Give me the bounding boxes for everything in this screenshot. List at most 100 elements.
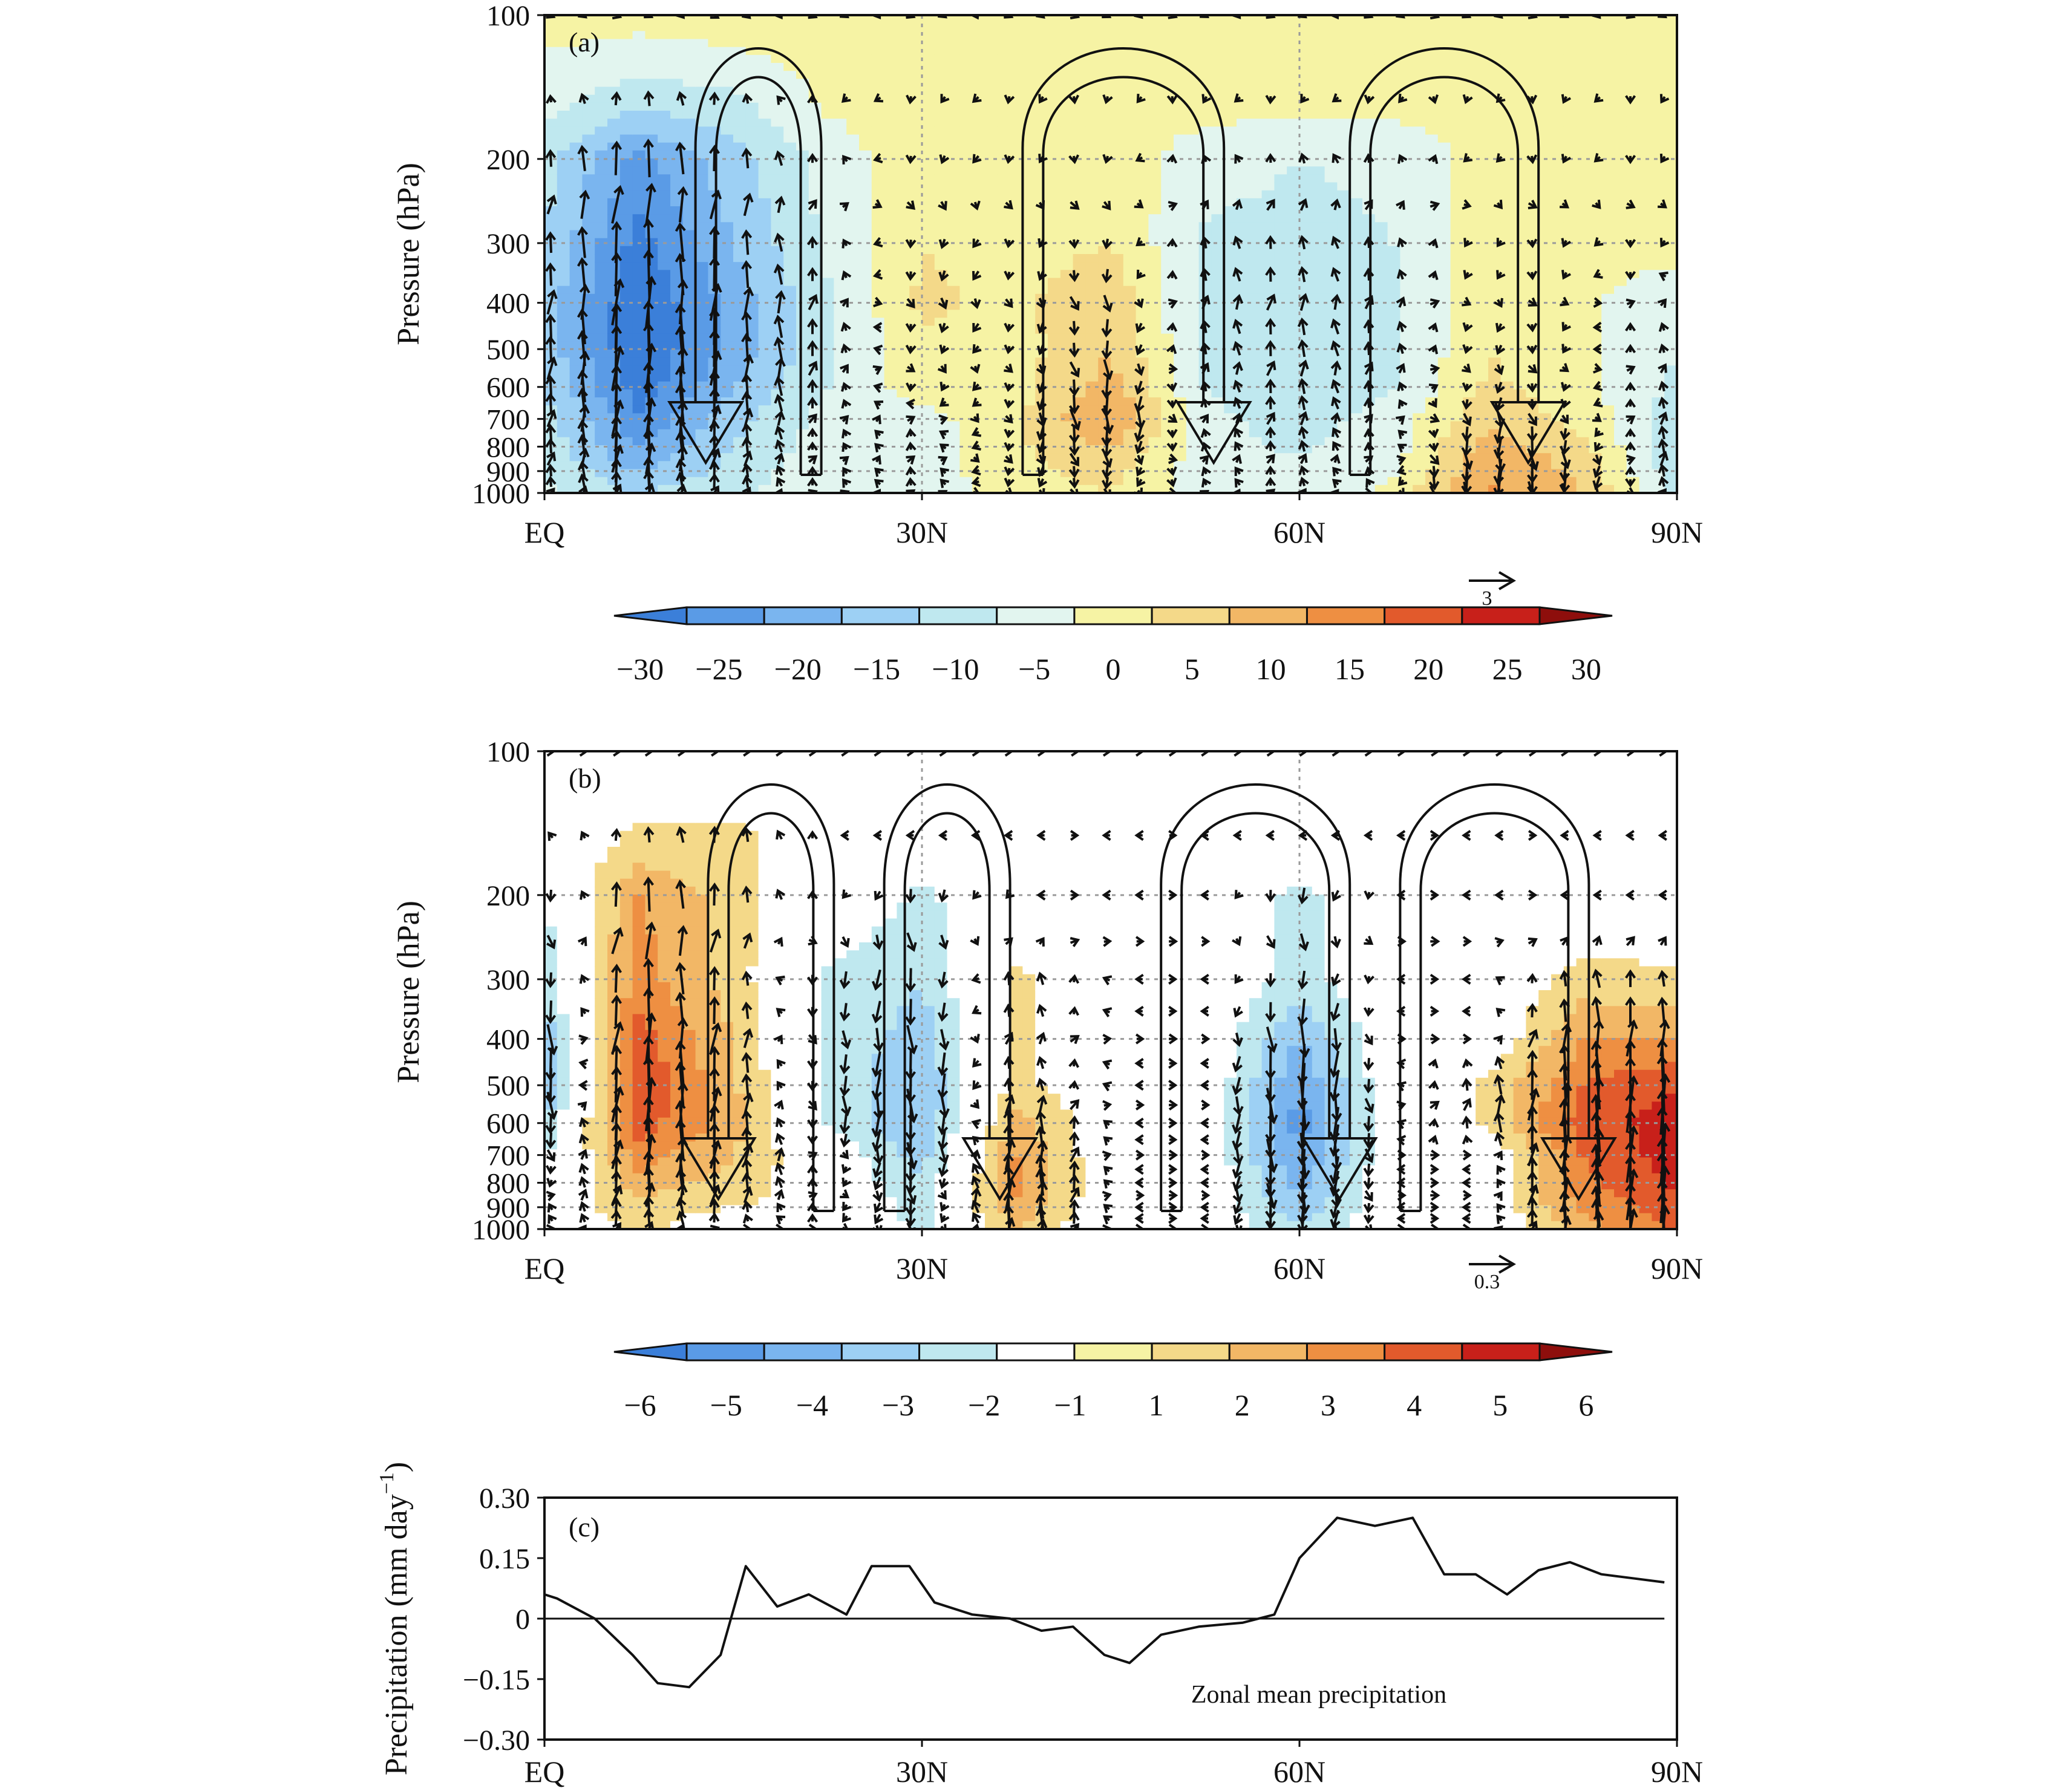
shading-cell (1237, 174, 1250, 183)
shading-cell (733, 341, 747, 350)
shading-cell (1237, 119, 1250, 128)
shading-cell (1237, 111, 1250, 119)
shading-cell (922, 47, 935, 56)
shading-cell (859, 429, 872, 438)
shading-cell (758, 190, 772, 199)
shading-cell (1538, 94, 1552, 103)
shading-cell (1274, 174, 1287, 183)
shading-cell (1224, 174, 1237, 183)
shading-cell (569, 405, 583, 414)
shading-cell (1224, 182, 1237, 191)
shading-cell (1299, 134, 1313, 143)
shading-cell (972, 278, 985, 287)
shading-cell (947, 365, 961, 374)
shading-cell (1287, 357, 1300, 367)
shading-cell (1538, 453, 1552, 462)
shading-cell (1048, 79, 1061, 88)
shading-cell (1324, 79, 1338, 88)
shading-cell (1022, 71, 1036, 80)
shading-cell (821, 142, 835, 151)
shading-cell (1387, 190, 1401, 199)
shading-cell (682, 134, 696, 143)
shading-cell (1538, 15, 1552, 24)
shading-cell (1249, 413, 1263, 422)
shading-cell (619, 246, 633, 255)
shading-cell (1035, 389, 1048, 398)
shading-cell (909, 214, 923, 223)
shading-cell (1287, 325, 1300, 334)
shading-cell (1148, 477, 1162, 486)
shading-cell (1538, 350, 1552, 358)
shading-cell (1437, 23, 1451, 32)
shading-cell (922, 405, 935, 414)
shading-cell (1287, 413, 1300, 422)
shading-cell (595, 119, 608, 128)
shading-cell (859, 453, 872, 462)
shading-cell (658, 318, 671, 327)
shading-cell (569, 111, 583, 119)
shading-cell (557, 437, 570, 446)
shading-cell (1463, 214, 1476, 223)
shading-cell (783, 47, 797, 56)
shading-cell (1500, 350, 1514, 358)
shading-cell (1400, 190, 1413, 199)
shading-cell (645, 174, 658, 183)
shading-cell (758, 31, 772, 40)
shading-cell (721, 39, 734, 48)
shading-cell (619, 461, 633, 470)
shading-cell (1174, 246, 1187, 255)
shading-cell (1148, 246, 1162, 255)
shading-cell (1010, 318, 1024, 327)
shading-cell (1174, 150, 1187, 159)
shading-cell (1425, 333, 1439, 342)
shading-cell (658, 134, 671, 143)
shading-cell (658, 293, 671, 302)
shading-cell (985, 206, 998, 215)
shading-cell (1589, 63, 1602, 71)
shading-cell (595, 238, 608, 247)
shading-cell (1387, 405, 1401, 414)
shading-cell (1211, 86, 1224, 96)
shading-cell (695, 278, 709, 287)
shading-cell (632, 445, 646, 454)
shading-cell (1387, 79, 1401, 88)
shading-cell (1123, 63, 1137, 71)
shading-cell (708, 54, 721, 64)
shading-cell (1312, 484, 1325, 493)
shading-cell (1450, 477, 1464, 486)
shading-cell (733, 31, 747, 40)
shading-cell (733, 63, 747, 71)
shading-cell (1085, 246, 1099, 255)
shading-cell (1261, 126, 1275, 135)
shading-cell (1374, 94, 1388, 103)
shading-cell (1476, 206, 1489, 215)
shading-cell (922, 333, 935, 342)
shading-cell (783, 190, 797, 199)
shading-cell (1538, 477, 1552, 486)
shading-cell (846, 150, 860, 159)
shading-cell (796, 15, 809, 24)
shading-cell (1400, 63, 1413, 71)
shading-cell (985, 222, 998, 231)
shading-cell (1324, 23, 1338, 32)
shading-cell (758, 126, 772, 135)
shading-cell (1211, 63, 1224, 71)
shading-cell (1249, 318, 1263, 327)
shading-cell (1211, 39, 1224, 48)
shading-cell (1337, 142, 1350, 151)
shading-cell (1312, 405, 1325, 414)
shading-cell (783, 437, 797, 446)
shading-cell (985, 134, 998, 143)
shading-cell (884, 119, 898, 128)
shading-cell (771, 254, 784, 263)
shading-cell (771, 31, 784, 40)
shading-cell (808, 47, 822, 56)
shading-cell (871, 174, 885, 183)
shading-cell (1437, 477, 1451, 486)
shading-cell (897, 461, 910, 470)
shading-cell (1513, 262, 1527, 271)
shading-cell (1022, 230, 1036, 239)
shading-cell (607, 134, 621, 143)
shading-cell (1563, 278, 1577, 287)
shading-cell (1488, 230, 1502, 239)
